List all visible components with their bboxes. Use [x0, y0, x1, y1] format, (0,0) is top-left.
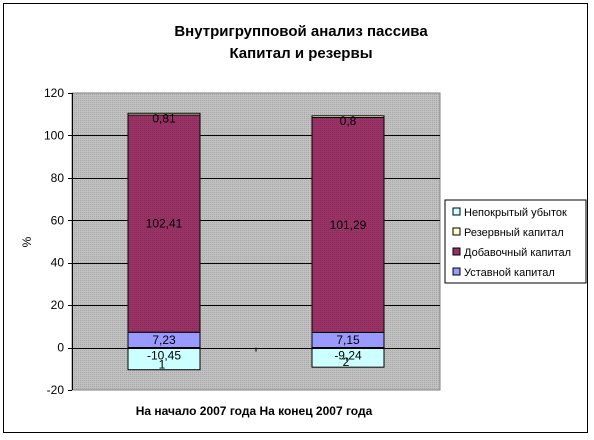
y-tick-label: 80	[51, 171, 65, 185]
y-tick-label: 120	[44, 86, 64, 100]
y-tick-label: 40	[51, 256, 65, 270]
y-tick-label: 20	[51, 298, 65, 312]
legend-label: Уставной капитал	[464, 267, 555, 279]
bar-segment	[311, 115, 385, 119]
chart-frame: Внутригрупповой анализ пассива Капитал и…	[3, 3, 588, 433]
data-labels: 7,23 102,41 0,81 -10,451 7,15 101,29 0,8 -9,242	[146, 111, 367, 371]
y-tick-label: -20	[47, 383, 65, 397]
chart-title-line-2: Капитал и резервы	[229, 45, 372, 62]
legend: Непокрытый убыток Резервный капитал Добаво…	[444, 199, 587, 284]
y-tick-label: 0	[57, 341, 64, 355]
legend-box	[444, 199, 587, 284]
data-label: -10,45	[147, 349, 181, 363]
bar-segment	[311, 117, 385, 333]
bar-segment	[127, 114, 201, 333]
bar-index-label: 2	[343, 355, 350, 369]
legend-swatch	[452, 207, 461, 216]
bar-segment	[127, 112, 201, 116]
x-category-labels: На начало 2007 года На конец 2007 года	[136, 404, 373, 418]
legend-label: Резервный капитал	[464, 227, 564, 239]
data-label: 101,29	[330, 218, 367, 232]
chart-svg: Внутригрупповой анализ пассива Капитал и…	[20, 23, 587, 418]
bar-segment	[127, 347, 201, 371]
y-axis-label: %	[20, 236, 34, 247]
data-label: 0,81	[152, 111, 176, 125]
legend-label: Непокрытый убыток	[464, 207, 567, 219]
legend-swatch	[452, 227, 461, 236]
y-tick-label: 60	[51, 213, 65, 227]
data-label: 0,8	[340, 114, 357, 128]
bars	[127, 112, 385, 371]
y-tick-label: 100	[44, 128, 64, 142]
y-tick-labels: 120 100 80 60 40 20 0 -20	[44, 86, 64, 397]
bar-segment	[311, 347, 385, 368]
chart-title-line-1: Внутригрупповой анализ пассива	[174, 23, 428, 40]
data-label: 7,15	[336, 333, 360, 347]
legend-swatch	[452, 267, 461, 276]
plot-area	[71, 92, 441, 391]
bar-index-label: 1	[159, 358, 166, 372]
legend-label: Добавочный капитал	[464, 247, 571, 259]
axes	[68, 93, 440, 391]
data-label: 7,23	[152, 333, 176, 347]
legend-swatch	[452, 247, 461, 256]
data-label: 102,41	[146, 217, 183, 231]
data-label: -9,24	[334, 349, 362, 363]
